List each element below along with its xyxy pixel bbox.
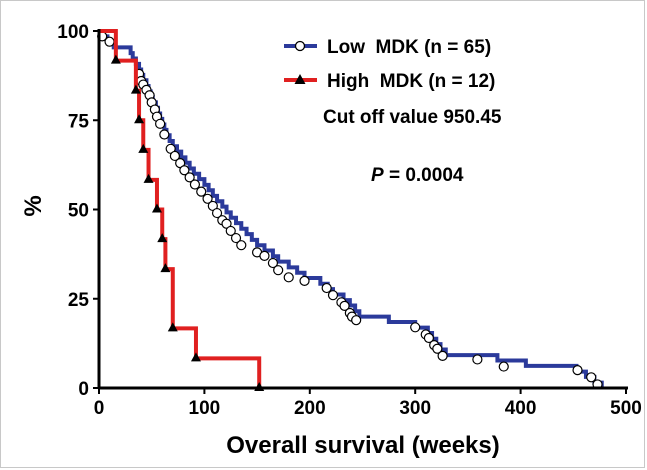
cutoff-annotation: Cut off value 950.45 — [323, 107, 502, 128]
censor-marker-low — [273, 265, 284, 276]
censor-marker-low — [179, 165, 190, 176]
y-tick-label: 50 — [68, 201, 89, 222]
legend-label-high: High MDK (n = 12) — [327, 71, 495, 92]
censor-marker-low — [259, 250, 270, 262]
series-high-mdk — [99, 29, 265, 391]
censor-marker-low — [423, 332, 435, 344]
censor-marker-low — [169, 150, 180, 162]
axes: 0 100 200 300 400 500 0 25 50 75 100 — [57, 22, 642, 419]
x-tick-label: 0 — [94, 398, 105, 419]
y-tick-label: 0 — [78, 379, 89, 400]
censor-marker-low — [283, 272, 294, 283]
legend-label-low: Low MDK (n = 65) — [327, 37, 491, 58]
censor-marker-low — [339, 300, 350, 311]
series-low-mdk — [97, 29, 604, 390]
censor-marker-low — [321, 282, 332, 294]
censor-marker-low — [432, 343, 443, 354]
x-axis-label: Overall survival (weeks) — [226, 432, 500, 459]
censor-marker-low — [586, 372, 597, 383]
event-marker-high — [134, 114, 145, 124]
censor-marker-low — [437, 350, 448, 361]
censor-marker-low — [104, 36, 115, 47]
censor-marker-low — [196, 186, 207, 197]
p-value-symbol: P — [371, 165, 384, 186]
censor-marker-low — [267, 257, 279, 269]
censor-marker-low — [472, 354, 483, 365]
censor-marker-low — [410, 322, 421, 333]
legend: Low MDK (n = 65) High MDK (n = 12) — [284, 37, 495, 92]
x-tick-label: 100 — [189, 398, 221, 419]
event-marker-high — [151, 203, 162, 213]
event-marker-high — [157, 233, 168, 243]
x-tick-label: 200 — [294, 398, 326, 419]
censor-marker-low — [189, 179, 201, 190]
event-marker-high — [167, 322, 178, 332]
censor-marker-low — [211, 207, 223, 219]
event-marker-high — [130, 84, 141, 94]
censor-marker-low — [230, 232, 242, 244]
legend-marker-low — [294, 40, 306, 52]
event-marker-high — [160, 263, 171, 273]
p-value-annotation: P = 0.0004 — [371, 165, 464, 186]
censor-marker-low — [155, 118, 166, 129]
x-tick-label: 500 — [610, 398, 642, 419]
event-marker-high — [190, 352, 201, 362]
legend-marker-high — [294, 74, 306, 84]
censor-marker-low — [572, 365, 583, 376]
event-marker-high — [110, 54, 121, 64]
plot-area — [97, 29, 604, 391]
event-marker-high — [138, 143, 149, 153]
censor-marker-low — [184, 172, 195, 183]
censor-marker-low — [299, 275, 310, 286]
censor-marker-low — [327, 290, 339, 301]
high-mdk-step-line — [99, 29, 262, 388]
x-tick-label: 400 — [505, 398, 537, 419]
x-tick-label: 300 — [399, 398, 431, 419]
censor-marker-low — [351, 315, 362, 326]
y-tick-label: 75 — [68, 111, 90, 132]
event-marker-high — [143, 173, 154, 183]
censor-marker-low — [202, 193, 213, 204]
y-tick-label: 100 — [57, 22, 89, 43]
censor-marker-low — [498, 361, 509, 372]
p-value-number: = 0.0004 — [384, 165, 464, 186]
y-axis-label: % — [20, 195, 47, 216]
censor-marker-low — [236, 240, 247, 251]
y-tick-label: 25 — [68, 290, 90, 311]
censor-marker-low — [159, 129, 170, 140]
censor-marker-low — [225, 225, 236, 237]
